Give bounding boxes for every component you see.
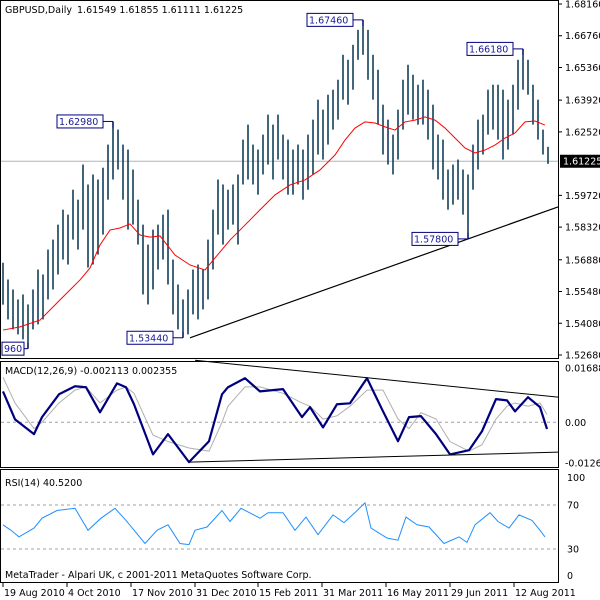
price-label-text: 1.57800 [414,234,453,245]
rsi-line [2,501,546,546]
macd-title: MACD(12,26,9) -0.002113 0.002355 [5,366,177,377]
time-axis: 19 Aug 2010 4 Oct 2010 17 Nov 2010 31 Dec 2… [2,583,576,599]
price-tick-label: 1.55480 [565,287,600,298]
price-label: 960 [1,341,29,356]
time-tick-label: 29 Jun 2011 [451,588,508,599]
price-label-text: 1.66180 [469,44,508,55]
price-label: 1.67460 [306,12,364,27]
rsi-levels [1,504,558,550]
price-label: 1.62980 [56,114,114,129]
rsi-panel-frame [0,469,559,583]
macd-signal-line [2,377,548,452]
price-label-box [466,41,514,56]
macd-lower-trendline[interactable] [188,451,559,463]
price-tick-label: 1.68160 [565,0,600,11]
price-annotations: 1.62980 1.53440 1.67460 1.57800 1.66180 960 [1,12,524,356]
time-tick-label: 15 Feb 2011 [259,588,318,599]
price-label-box [126,330,174,345]
price-tick-label: 1.63920 [565,96,600,107]
price-label-box [1,341,25,356]
macd-panel-frame [0,361,559,468]
macd-tick-label: 0.00 [565,418,586,429]
price-label-box [411,231,459,246]
rsi-tick-label: 0 [567,571,573,582]
time-tick-label: 19 Aug 2010 [4,588,65,599]
time-tick-label: 12 Aug 2011 [515,588,576,599]
rsi-title: RSI(14) 40.5200 [5,478,82,489]
price-tick-label: 1.56880 [565,255,600,266]
moving-average-line [2,116,546,331]
price-label: 1.53440 [126,330,184,345]
price-tick-label: 1.52680 [565,351,600,362]
time-tick-label: 31 Dec 2010 [196,588,257,599]
price-panel[interactable]: 1.62980 1.53440 1.67460 1.57800 1.66180 960 G… [0,0,559,359]
price-label: 1.57800 [411,231,469,246]
time-tick-label: 17 Nov 2010 [132,588,193,599]
chart-ohlc: 1.61549 1.61855 1.61111 1.61225 [77,5,243,16]
rsi-tick-label: 30 [567,545,579,556]
price-label-text: 1.67460 [309,15,348,26]
copyright-text: MetaTrader - Alpari UK, c 2001-2011 Meta… [5,570,312,581]
price-axis: 1.68160 1.66760 1.65360 1.63920 1.62520 1.597… [558,0,600,362]
price-label-text: 960 [4,344,22,355]
macd-tick-label: 0.016881 [565,364,600,375]
price-label-box [56,114,104,129]
time-tick-label: 4 Oct 2010 [68,588,121,599]
macd-panel[interactable]: MACD(12,26,9) -0.002113 0.002355 [0,359,559,468]
price-tick-label: 1.58320 [565,223,600,234]
price-tick-label: 1.65360 [565,63,600,74]
current-price-tag-bg [560,154,600,168]
time-tick-label: 16 May 2011 [387,588,449,599]
price-tick-label: 1.62520 [565,127,600,138]
rsi-panel[interactable]: RSI(14) 40.5200 MetaTrader - Alpari UK, … [0,469,559,583]
price-label-box [306,12,354,27]
rsi-tick-label: 70 [567,501,579,512]
chart-symbol: GBPUSD,Daily [5,5,72,16]
price-tick-label: 1.66760 [565,31,600,42]
macd-line [1,377,549,464]
price-label-text: 1.53440 [129,333,168,344]
price-tick-label: 1.59720 [565,191,600,202]
rsi-axis: 100 70 30 0 [567,473,585,582]
rsi-tick-label: 100 [567,473,585,484]
support-trendline[interactable] [189,206,559,339]
price-label-text: 1.62980 [59,117,98,128]
price-tick-label: 1.54080 [565,319,600,330]
macd-upper-trendline[interactable] [194,359,559,398]
time-tick-label: 31 Mar 2011 [323,588,383,599]
price-bars [2,19,549,349]
current-price-tag: 1.61225 [560,154,600,168]
macd-tick-label: -0.01268 [565,459,600,470]
macd-axis: 0.016881 0.00 -0.01268 [565,364,600,470]
current-price-label: 1.61225 [563,157,600,168]
price-label: 1.66180 [466,41,524,56]
